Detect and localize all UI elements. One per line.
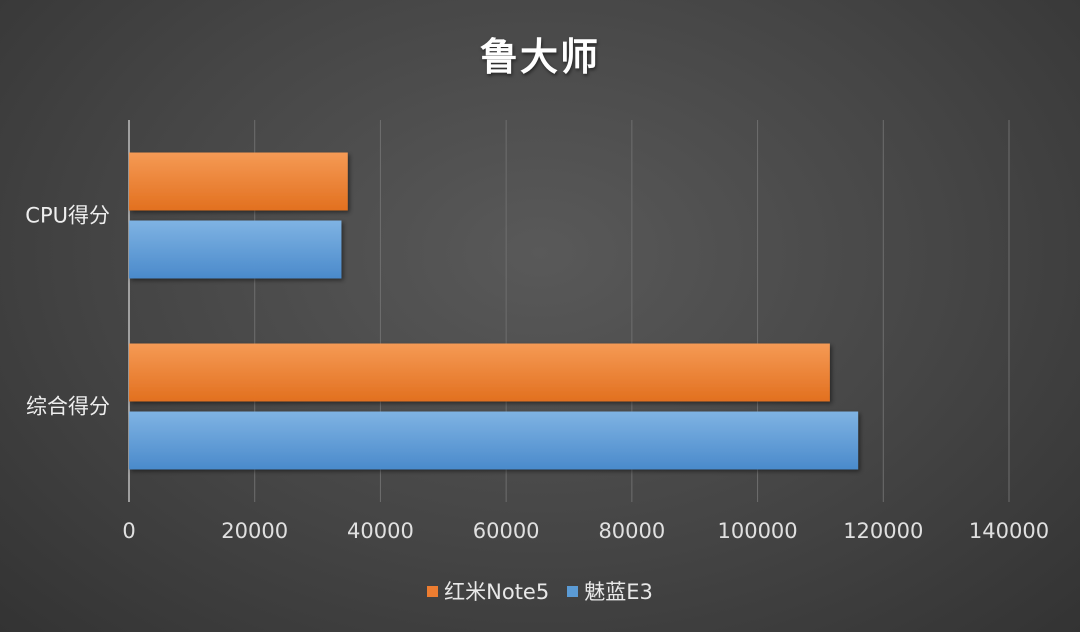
x-tick-label: 20000 xyxy=(221,519,288,543)
legend-item-series-1: 魅蓝E3 xyxy=(567,576,653,606)
category-label: CPU得分 xyxy=(25,204,110,228)
legend-label-series-1: 魅蓝E3 xyxy=(584,580,653,604)
x-tick-label: 0 xyxy=(122,519,135,543)
bar-0-1 xyxy=(129,343,830,402)
bar-1-1 xyxy=(129,411,859,470)
category-label: 综合得分 xyxy=(26,395,110,419)
chart-title: 鲁大师 xyxy=(479,35,600,79)
x-tick-label: 60000 xyxy=(473,519,540,543)
x-tick-label: 40000 xyxy=(347,519,414,543)
legend-label-series-0: 红米Note5 xyxy=(444,580,550,604)
x-tick-label: 100000 xyxy=(717,519,797,543)
bar-0-0 xyxy=(129,152,348,211)
x-tick-label: 140000 xyxy=(969,519,1049,543)
legend-item-series-0: 红米Note5 xyxy=(427,576,549,606)
legend: 红米Note5 魅蓝E3 xyxy=(0,576,1080,606)
legend-swatch-series-0 xyxy=(427,585,439,597)
legend-swatch-series-1 xyxy=(567,585,579,597)
bar-1-0 xyxy=(129,220,342,279)
x-tick-label: 120000 xyxy=(843,519,923,543)
x-tick-label: 80000 xyxy=(598,519,665,543)
